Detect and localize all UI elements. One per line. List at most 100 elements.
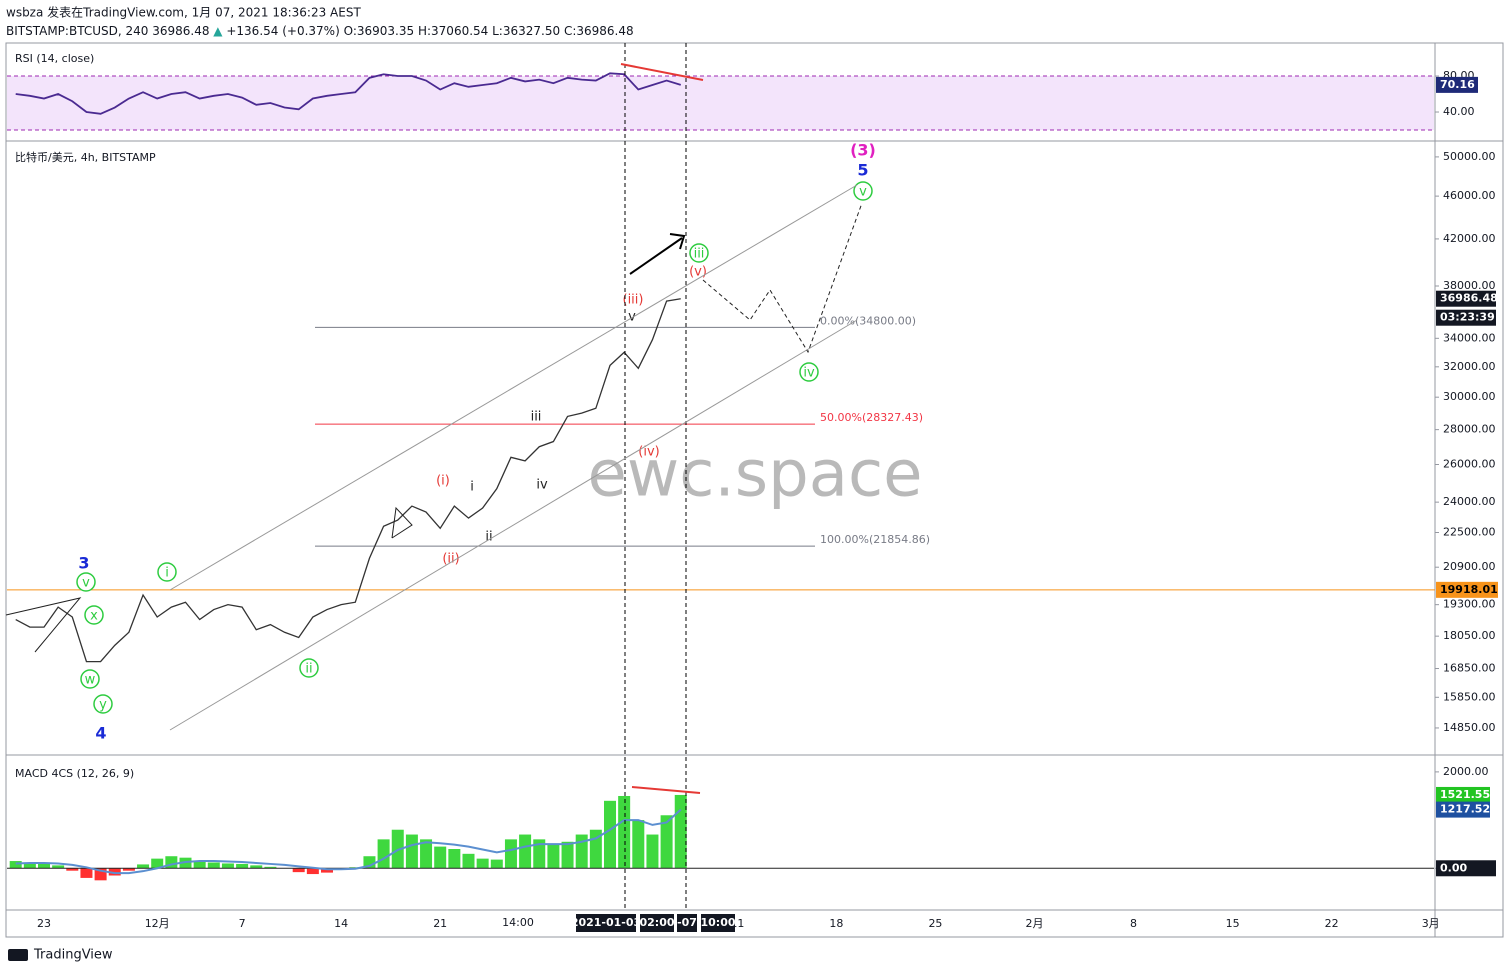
histogram-bar (674, 794, 687, 869)
y-tick-label: 22500.00 (1443, 526, 1496, 539)
wave-label: i (470, 480, 474, 495)
arrow (629, 237, 683, 275)
histogram-bar (547, 844, 560, 869)
logo: TradingView (33, 948, 113, 963)
histogram-bar (519, 834, 532, 869)
histogram-bar (207, 862, 220, 869)
x-tick-label: 8 (1130, 917, 1137, 930)
x-tick-label: 22 (1325, 917, 1339, 930)
histogram-bar (250, 865, 263, 869)
wave-label: x (90, 609, 98, 624)
wave-circle (84, 605, 104, 625)
wave-label: 5 (857, 161, 868, 180)
crosshair-label-bg (677, 914, 697, 932)
wave-label: iv (803, 366, 815, 381)
y-tick-label: 50000.00 (1443, 150, 1496, 163)
histogram-bar (321, 868, 333, 873)
y-tick-label: 40.00 (1443, 105, 1475, 118)
histogram-bar (52, 865, 65, 869)
countdown-bg (1436, 309, 1496, 326)
x-tick-label: 3月 (1422, 917, 1440, 930)
price-tag-bg (1436, 581, 1498, 598)
signal-value: 1217.52 (1440, 803, 1490, 816)
fib-label: 0.00%(34800.00) (820, 314, 916, 327)
histogram-bar (434, 846, 447, 869)
histogram-bar (193, 861, 206, 869)
y-tick-label: 14850.00 (1443, 721, 1496, 734)
y-tick-label: 16850.00 (1443, 662, 1496, 675)
wave-circle (157, 562, 177, 582)
wave-label: v (82, 576, 90, 591)
crosshair-label-bg (640, 914, 674, 932)
histogram-bar (476, 858, 489, 869)
last-price: 36986.48 (1440, 292, 1498, 305)
macd-value: 1521.55 (1440, 788, 1490, 801)
frame (5, 42, 1504, 938)
wave-label: 3 (78, 554, 89, 573)
y-tick-label: 42000.00 (1443, 232, 1496, 245)
pane-title: 比特币/美元, 4h, BITSTAMP (15, 150, 156, 164)
time-label: 2021-01-03 (571, 916, 641, 929)
x-tick-label: 25 (928, 917, 942, 930)
series-line (15, 808, 682, 875)
last-value-bg (1436, 76, 1478, 93)
wave-label: (3) (850, 141, 876, 160)
wave-label: iii (531, 410, 542, 425)
histogram-bar (660, 815, 673, 869)
histogram-bar (151, 858, 164, 869)
wave-circle (80, 669, 100, 689)
time-label: 14:00 (502, 916, 534, 929)
x-tick-label: 2月 (1026, 917, 1044, 930)
macd-value-bg (1436, 786, 1490, 803)
y-tick-label: 28000.00 (1443, 423, 1496, 436)
triangle (5, 597, 82, 653)
arrow-head (669, 233, 686, 250)
channel (169, 319, 858, 731)
close: C:36986.48 (564, 24, 634, 38)
wave-label: 4 (95, 724, 106, 743)
change: +136.54 (+0.37%) (226, 24, 339, 38)
last-price-bg (1436, 290, 1496, 307)
histogram-bar (533, 839, 546, 869)
countdown: 03:23:39 (1440, 311, 1495, 324)
y-tick-label: 46000.00 (1443, 189, 1496, 202)
y-tick-label: 20900.00 (1443, 560, 1496, 573)
wave-label: (ii) (442, 552, 459, 567)
projection (702, 202, 863, 354)
time-label: -07 (677, 916, 697, 929)
histogram-bar (490, 859, 503, 869)
histogram-bar (405, 834, 418, 869)
fib-label: 50.00%(28327.43) (820, 411, 923, 424)
histogram-bar (108, 868, 121, 876)
histogram-bar (264, 866, 277, 869)
y-tick-label: 26000.00 (1443, 457, 1496, 470)
pane-title: RSI (14, close) (15, 52, 94, 65)
low: L:36327.50 (492, 24, 560, 38)
divergence (631, 786, 701, 794)
x-tick-label: 21 (433, 917, 447, 930)
wave-label: iii (694, 247, 705, 262)
histogram-bar (377, 839, 390, 869)
histogram-bar (646, 834, 659, 869)
wave-label: (v) (689, 265, 707, 280)
wave-circle (299, 658, 319, 678)
x-tick-label: 7 (239, 917, 246, 930)
histogram-bar (122, 868, 135, 871)
arrow: ▲ (213, 24, 223, 38)
x-tick-label: 12月 (145, 917, 170, 930)
divergence (620, 63, 704, 81)
price-tag: 19918.01 (1440, 583, 1498, 596)
histogram-bar (38, 863, 50, 869)
symbol-name: BITSTAMP:BTCUSD, 240 (6, 24, 148, 38)
fib-label: 100.00%(21854.86) (820, 533, 930, 546)
triangle (391, 506, 413, 539)
series-line (15, 298, 681, 663)
histogram-bar (632, 820, 645, 869)
histogram-bar (137, 864, 150, 869)
histogram-bar (306, 868, 319, 875)
histogram-bar (618, 795, 631, 869)
y-tick-label: 0.00 (1440, 861, 1467, 874)
wave-label: v (859, 185, 867, 200)
logo-icon (8, 949, 28, 961)
